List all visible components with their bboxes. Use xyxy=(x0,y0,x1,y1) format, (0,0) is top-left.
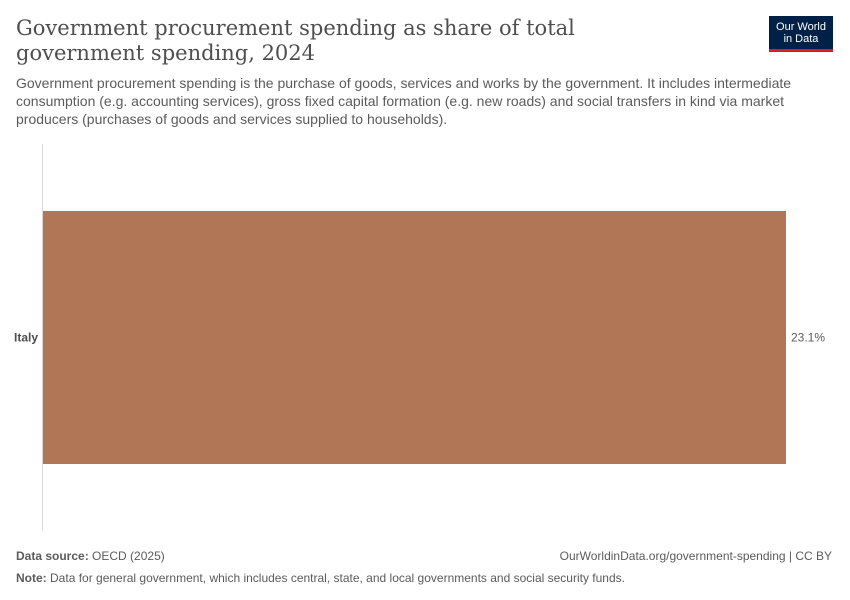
bar-italy[interactable] xyxy=(43,211,786,464)
footer-note: Note: Data for general government, which… xyxy=(16,571,832,585)
chart-subtitle: Government procurement spending is the p… xyxy=(16,75,792,127)
logo-line-1: Our World xyxy=(776,20,826,33)
value-label: 23.1% xyxy=(791,331,825,345)
footer-source-row: Data source: OECD (2025) OurWorldinData.… xyxy=(16,549,832,563)
data-source-label: Data source: xyxy=(16,549,89,563)
data-source-text: OECD (2025) xyxy=(92,549,165,563)
category-label: Italy xyxy=(14,331,38,345)
logo-line-2: in Data xyxy=(783,32,819,45)
bars-group: Italy 23.1% xyxy=(14,211,825,464)
data-source: Data source: OECD (2025) xyxy=(16,549,165,563)
owid-logo[interactable]: Our World in Data xyxy=(769,16,833,52)
chart-title: Government procurement spending as share… xyxy=(16,16,575,65)
source-url-link[interactable]: OurWorldinData.org/government-spending |… xyxy=(559,549,832,563)
note-text: Data for general government, which inclu… xyxy=(50,571,625,585)
note-label: Note: xyxy=(16,571,47,585)
bar-chart: Italy 23.1% xyxy=(14,144,825,531)
